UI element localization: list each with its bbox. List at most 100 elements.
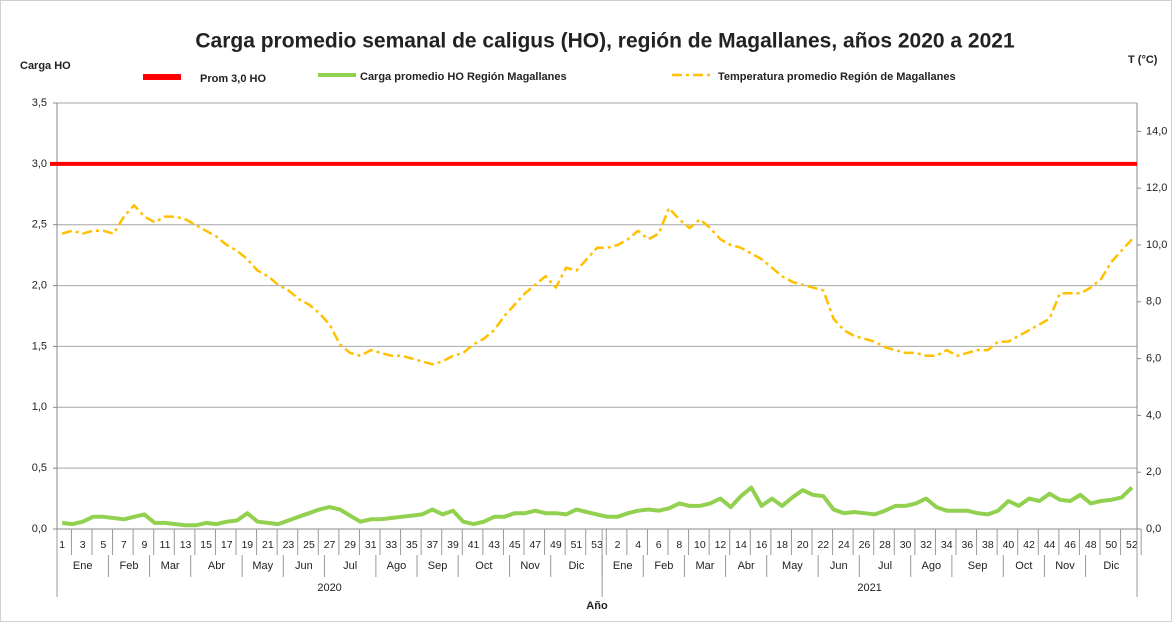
month-label: May xyxy=(252,560,273,572)
series-line xyxy=(61,203,1133,366)
month-label: Feb xyxy=(120,560,139,572)
month-label: Jun xyxy=(295,560,313,572)
x-tick-label: 11 xyxy=(160,539,171,551)
y-tick-label: 1,0 xyxy=(32,401,47,413)
x-tick-label: 22 xyxy=(817,539,829,551)
y-tick-label: 2,0 xyxy=(32,279,47,291)
month-label: Abr xyxy=(208,560,225,572)
x-tick-label: 41 xyxy=(468,539,480,551)
y2-tick-label: 2,0 xyxy=(1146,466,1161,478)
month-label: Abr xyxy=(738,560,755,572)
x-tick-label: 17 xyxy=(221,539,233,551)
x-tick-label: 36 xyxy=(961,539,973,551)
x-tick-label: 21 xyxy=(262,539,274,551)
month-label: Ene xyxy=(73,560,93,572)
x-tick-label: 47 xyxy=(529,539,541,551)
chart-title: Carga promedio semanal de caligus (HO), … xyxy=(195,30,1015,53)
x-tick-label: 35 xyxy=(406,539,418,551)
x-tick-label: 52 xyxy=(1126,539,1138,551)
x-tick-label: 30 xyxy=(900,539,912,551)
x-tick-label: 23 xyxy=(283,539,295,551)
x-tick-label: 37 xyxy=(427,539,439,551)
month-label: Ene xyxy=(613,560,633,572)
x-tick-label: 42 xyxy=(1023,539,1035,551)
year-label: 2020 xyxy=(317,582,341,594)
month-label: Ago xyxy=(921,560,941,572)
x-tick-label: 31 xyxy=(365,539,377,551)
month-label: Nov xyxy=(520,560,540,572)
y-tick-label: 1,5 xyxy=(32,340,47,352)
y2-tick-label: 0,0 xyxy=(1146,523,1161,535)
x-tick-label: 33 xyxy=(385,539,397,551)
x-tick-label: 49 xyxy=(550,539,562,551)
y-tick-label: 0,5 xyxy=(32,462,47,474)
x-tick-label: 38 xyxy=(982,539,994,551)
y2-tick-label: 8,0 xyxy=(1146,296,1161,308)
month-label: Feb xyxy=(654,560,673,572)
x-tick-label: 27 xyxy=(324,539,336,551)
year-label: 2021 xyxy=(857,582,881,594)
x-tick-label: 46 xyxy=(1064,539,1076,551)
x-tick-label: 7 xyxy=(121,539,127,551)
x-tick-label: 13 xyxy=(180,539,192,551)
month-label: Dic xyxy=(568,560,584,572)
y2-tick-label: 14,0 xyxy=(1146,125,1167,137)
x-tick-label: 5 xyxy=(100,539,106,551)
x-tick-label: 48 xyxy=(1085,539,1097,551)
month-label: Mar xyxy=(696,560,715,572)
x-tick-label: 26 xyxy=(859,539,871,551)
y-tick-label: 0,0 xyxy=(32,523,47,535)
x-tick-label: 15 xyxy=(200,539,212,551)
x-tick-label: 18 xyxy=(776,539,788,551)
month-label: Ago xyxy=(387,560,407,572)
month-label: Nov xyxy=(1055,560,1075,572)
x-tick-label: 29 xyxy=(344,539,356,551)
x-tick-label: 24 xyxy=(838,539,850,551)
month-label: Jun xyxy=(830,560,848,572)
x-tick-label: 14 xyxy=(735,539,747,551)
x-tick-label: 53 xyxy=(591,539,603,551)
y-tick-label: 2,5 xyxy=(32,219,47,231)
month-label: Jul xyxy=(343,560,357,572)
y2-tick-label: 4,0 xyxy=(1146,409,1161,421)
x-tick-label: 50 xyxy=(1105,539,1117,551)
x-tick-label: 34 xyxy=(941,539,953,551)
y-axis-title: Carga HO xyxy=(20,60,71,72)
x-tick-label: 28 xyxy=(879,539,891,551)
x-tick-label: 6 xyxy=(656,539,662,551)
month-label: Oct xyxy=(475,560,492,572)
x-tick-label: 19 xyxy=(241,539,253,551)
series-line xyxy=(61,485,1134,528)
legend-label: Prom 3,0 HO xyxy=(200,73,266,85)
x-tick-label: 40 xyxy=(1003,539,1015,551)
x-tick-label: 16 xyxy=(756,539,768,551)
legend-label: Carga promedio HO Región Magallanes xyxy=(360,71,567,83)
x-tick-label: 39 xyxy=(447,539,459,551)
month-label: Oct xyxy=(1015,560,1032,572)
y-tick-label: 3,0 xyxy=(32,158,47,170)
y-tick-label: 3,5 xyxy=(32,97,47,109)
x-tick-label: 45 xyxy=(509,539,521,551)
x-tick-label: 20 xyxy=(797,539,809,551)
x-tick-label: 43 xyxy=(488,539,500,551)
month-label: Sep xyxy=(428,560,448,572)
month-label: Jul xyxy=(878,560,892,572)
y2-axis-title: T (°C) xyxy=(1128,54,1158,66)
y2-tick-label: 6,0 xyxy=(1146,353,1161,365)
x-tick-label: 51 xyxy=(571,539,583,551)
x-tick-label: 1 xyxy=(59,539,65,551)
month-label: May xyxy=(782,560,803,572)
x-tick-label: 32 xyxy=(920,539,932,551)
x-tick-label: 44 xyxy=(1044,539,1056,551)
y2-tick-label: 10,0 xyxy=(1146,239,1167,251)
x-tick-label: 4 xyxy=(635,539,641,551)
x-tick-label: 8 xyxy=(676,539,682,551)
x-tick-label: 3 xyxy=(80,539,86,551)
month-label: Dic xyxy=(1103,560,1119,572)
x-tick-label: 2 xyxy=(615,539,621,551)
x-tick-label: 12 xyxy=(715,539,727,551)
x-axis-title: Año xyxy=(586,600,608,612)
legend-label: Temperatura promedio Región de Magallane… xyxy=(718,71,956,83)
